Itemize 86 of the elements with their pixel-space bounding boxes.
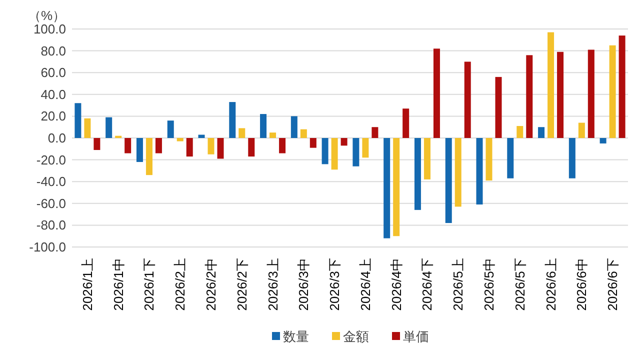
- bar: [155, 138, 162, 154]
- bar: [538, 127, 545, 138]
- bar: [217, 138, 224, 159]
- bar: [94, 138, 100, 150]
- x-tick-label: 2026/5中: [482, 258, 496, 311]
- x-tick-label: 2026/4下: [420, 258, 435, 311]
- bar: [106, 117, 112, 138]
- bar: [464, 62, 471, 138]
- y-tick-label: -40.0: [36, 174, 66, 190]
- bar: [588, 50, 594, 138]
- bar: [507, 138, 514, 178]
- x-tick-label: 2026/3下: [327, 258, 342, 311]
- legend-label: 数量: [283, 329, 309, 344]
- bar: [476, 138, 483, 204]
- bar: [300, 129, 307, 138]
- x-tick-label: 2026/5上: [450, 258, 466, 311]
- bar: [198, 134, 205, 138]
- bar: [495, 76, 502, 138]
- bar: [424, 138, 430, 180]
- y-tick-label: 0.0: [48, 130, 66, 146]
- legend-label: 単価: [403, 329, 429, 344]
- bar: [486, 138, 492, 181]
- bar: [568, 138, 576, 178]
- bar: [136, 138, 143, 162]
- bar: [618, 36, 626, 138]
- y-tick-label: 60.0: [40, 65, 66, 80]
- bar: [270, 132, 276, 138]
- bar: [414, 138, 421, 210]
- bar: [352, 138, 360, 166]
- bar: [445, 138, 452, 224]
- y-tick-label: -100.0: [29, 240, 66, 254]
- bar: [238, 128, 246, 138]
- x-tick-label: 2026/6下: [605, 258, 620, 311]
- bar: [248, 138, 255, 157]
- bar: [609, 45, 616, 138]
- bar: [322, 138, 328, 164]
- bar: [526, 55, 533, 138]
- x-tick-label: 2026/1上: [80, 258, 95, 311]
- bar: [74, 103, 82, 138]
- bar: [433, 48, 440, 138]
- bar: [331, 138, 338, 170]
- x-tick-label: 2026/1中: [110, 258, 126, 311]
- bar: [279, 138, 286, 154]
- bar: [290, 116, 298, 138]
- x-tick-label: 2026/6上: [543, 258, 558, 311]
- x-tick-label: 2026/2中: [204, 258, 218, 311]
- bar: [208, 138, 214, 154]
- bar: [260, 114, 267, 138]
- y-tick-label: -80.0: [36, 218, 66, 233]
- legend-label: 金額: [343, 329, 369, 344]
- bar: [384, 138, 390, 238]
- y-tick-label: -60.0: [36, 196, 66, 211]
- y-tick-label: -20.0: [36, 152, 66, 168]
- bar: [229, 102, 236, 138]
- bar: [310, 138, 316, 148]
- bar: [393, 138, 400, 236]
- y-tick-label: 100.0: [33, 22, 66, 36]
- bar: [372, 127, 378, 138]
- bar: [186, 138, 193, 157]
- x-tick-label: 2026/3上: [265, 258, 280, 311]
- bar: [557, 52, 564, 138]
- y-tick-label: 20.0: [40, 108, 66, 124]
- bar: [340, 138, 348, 146]
- x-tick-label: 2026/6中: [574, 258, 590, 311]
- y-tick-label: 80.0: [40, 43, 66, 58]
- x-tick-label: 2026/2下: [234, 258, 250, 311]
- y-tick-label: 40.0: [40, 86, 66, 102]
- bar: [146, 138, 152, 176]
- bar: [84, 118, 91, 138]
- bar: [124, 138, 132, 154]
- x-tick-label: 2026/1下: [142, 258, 157, 311]
- bar: [548, 32, 554, 138]
- bar: [578, 122, 585, 138]
- x-tick-label: 2026/2上: [172, 258, 188, 311]
- x-tick-label: 2026/4中: [388, 258, 404, 311]
- y-axis-title: （%）: [28, 8, 66, 23]
- bar: [176, 138, 184, 142]
- x-tick-label: 2026/5下: [512, 258, 528, 311]
- x-tick-label: 2026/3中: [296, 258, 312, 311]
- bar: [167, 120, 174, 138]
- bar: [402, 108, 410, 138]
- x-tick-label: 2026/4上: [358, 258, 373, 311]
- bar: [454, 138, 462, 207]
- bar: [516, 126, 524, 138]
- bar: [600, 138, 606, 144]
- bar: [362, 138, 369, 158]
